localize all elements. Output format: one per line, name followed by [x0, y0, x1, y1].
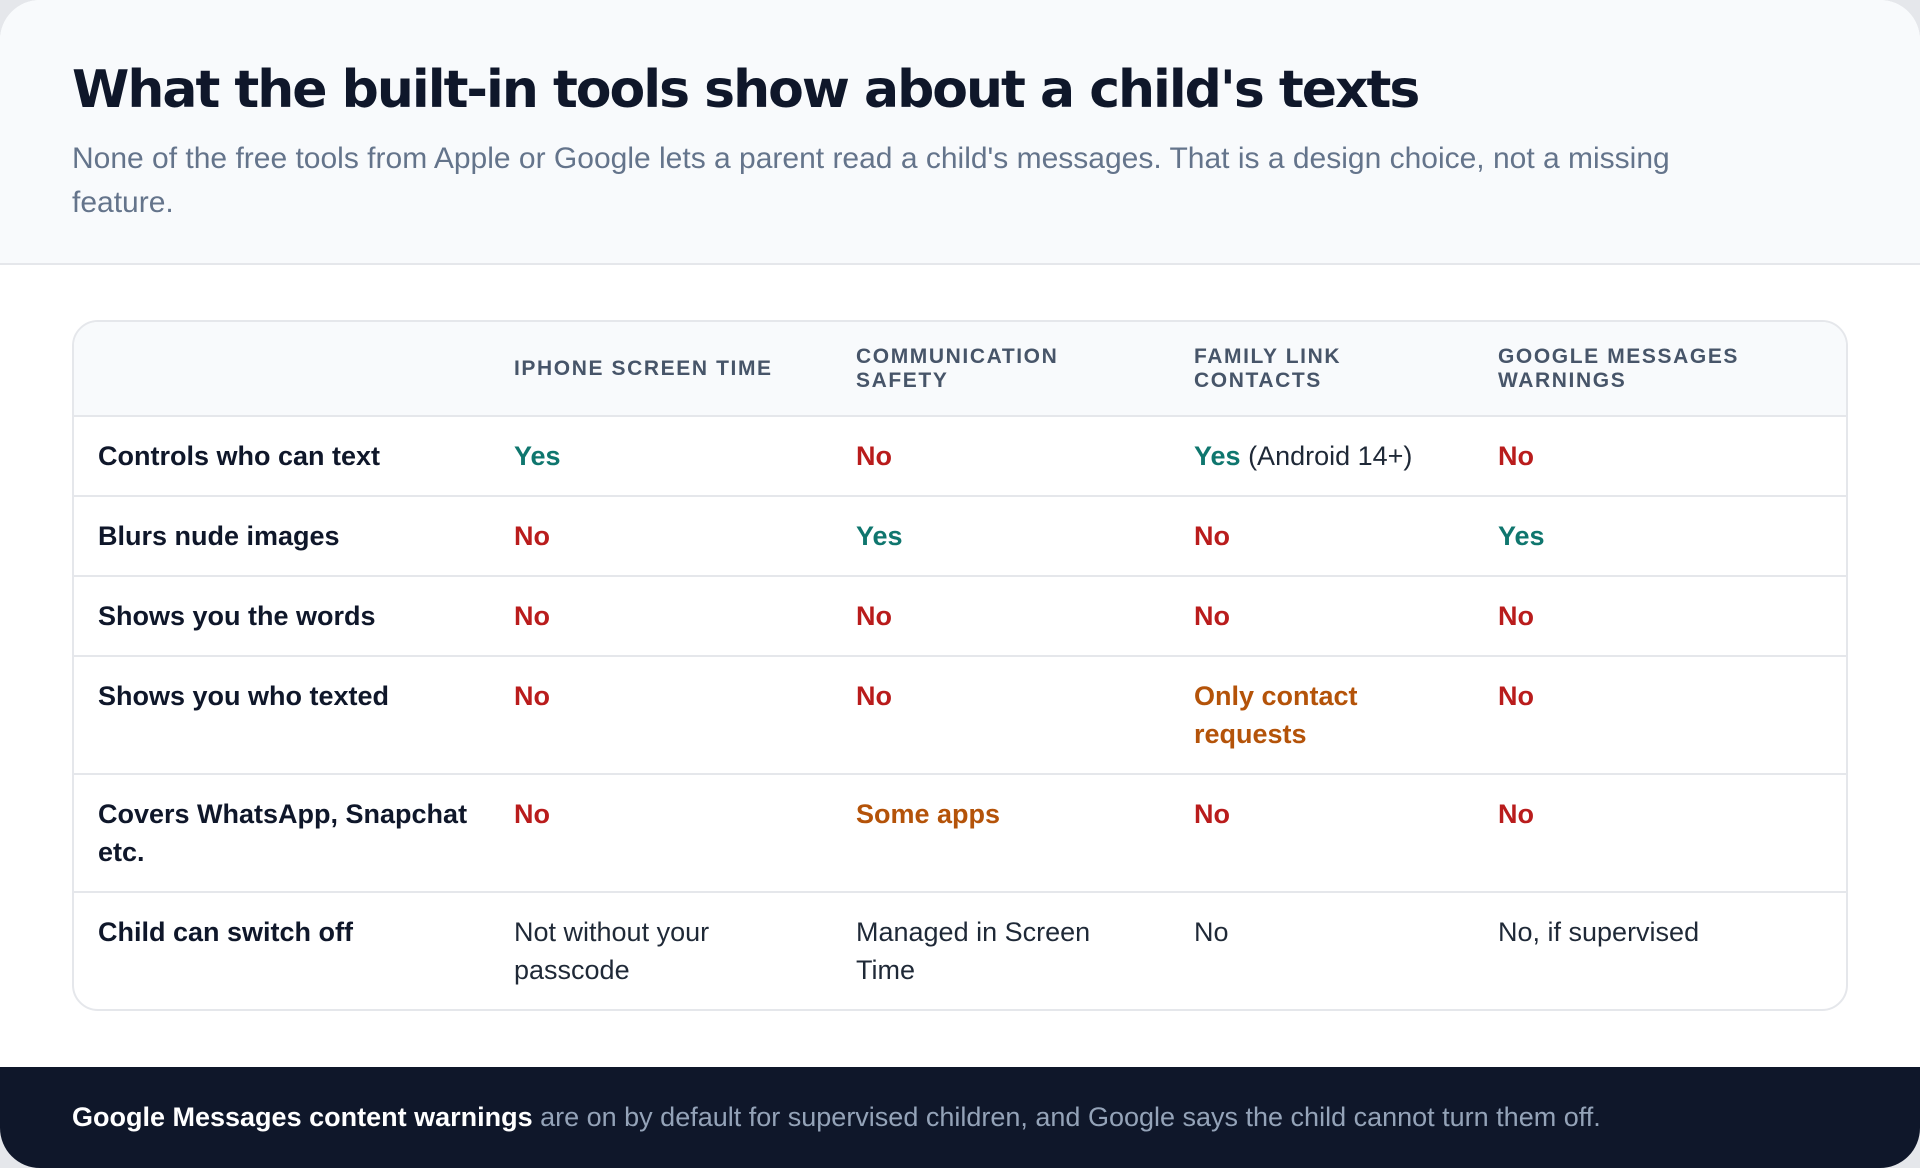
page-subtitle: None of the free tools from Apple or Goo… [72, 142, 1670, 219]
cell-value-plain: No [1194, 917, 1229, 947]
cell-value-plain: Managed in Screen Time [856, 917, 1091, 985]
table-cell: No [1170, 496, 1474, 577]
table-row: Blurs nude images No Yes No Yes [74, 496, 1846, 577]
table-cell: No [1474, 576, 1846, 657]
row-label: Shows you the words [74, 576, 490, 657]
column-header-empty [74, 322, 490, 417]
row-label: Shows you who texted [74, 656, 490, 775]
cell-value-yes: Yes [1194, 441, 1241, 471]
cell-value-no: No [1194, 521, 1230, 551]
cell-value-no: No [514, 681, 550, 711]
table-cell: No [832, 576, 1170, 657]
table-cell: Yes [1474, 496, 1846, 577]
cell-value-no: No [1498, 441, 1534, 471]
cell-value-yes: Yes [1498, 521, 1545, 551]
table-cell: No [832, 656, 1170, 775]
cell-value-plain: Not without your passcode [514, 917, 710, 985]
card-header: What the built-in tools show about a chi… [0, 0, 1920, 265]
table-cell: Yes [832, 496, 1170, 577]
table-cell: Only contact requests [1170, 656, 1474, 775]
footer-note-emphasis: Google Messages content warnings [72, 1102, 533, 1132]
page-title: What the built-in tools show about a chi… [72, 60, 1420, 120]
table-row: Controls who can text Yes No Yes (Android 1… [74, 416, 1846, 497]
table-cell: No [490, 496, 832, 577]
cell-value-partial: Only contact requests [1194, 681, 1358, 749]
table-cell: Yes (Android 14+) [1170, 416, 1474, 497]
table-cell: Managed in Screen Time [832, 892, 1170, 1009]
cell-value-no: No [1194, 799, 1230, 829]
cell-value-no: No [514, 799, 550, 829]
cell-value-no: No [514, 521, 550, 551]
table-row: Child can switch off Not without your pas… [74, 892, 1846, 1009]
row-label: Controls who can text [74, 416, 490, 497]
cell-value-yes: Yes [856, 521, 903, 551]
table-row: Shows you who texted No No Only contact req… [74, 656, 1846, 775]
column-header-google-messages-warnings: Google Messages warnings [1474, 322, 1846, 417]
table-row: Shows you the words No No No No [74, 576, 1846, 657]
cell-note: (Android 14+) [1240, 441, 1413, 471]
column-header-communication-safety: Communication Safety [832, 322, 1170, 417]
cell-value-no: No [856, 681, 892, 711]
cell-value-plain: No, if supervised [1498, 917, 1700, 947]
cell-value-no: No [1194, 601, 1230, 631]
table-cell: No, if supervised [1474, 892, 1846, 1009]
table-cell: No [832, 416, 1170, 497]
table-cell: No [490, 774, 832, 893]
cell-value-yes: Yes [514, 441, 561, 471]
table-cell: No [1474, 416, 1846, 497]
table-cell: Yes [490, 416, 832, 497]
cell-value-no: No [856, 441, 892, 471]
cell-value-no: No [1498, 681, 1534, 711]
table-cell: No [1474, 774, 1846, 893]
cell-value-no: No [856, 601, 892, 631]
table-cell: No [490, 656, 832, 775]
table-body: Controls who can text Yes No Yes (Android 1… [74, 416, 1846, 1009]
cell-value-partial: Some apps [856, 799, 1001, 829]
column-header-family-link-contacts: Family Link contacts [1170, 322, 1474, 417]
row-label: Covers WhatsApp, Snapchat etc. [74, 774, 490, 893]
table-header-row: iPhone Screen Time Communication Safety … [74, 322, 1846, 417]
cell-value-no: No [1498, 601, 1534, 631]
cell-value-no: No [1498, 799, 1534, 829]
table-row: Covers WhatsApp, Snapchat etc. No Some app… [74, 774, 1846, 893]
table-cell: Not without your passcode [490, 892, 832, 1009]
table-cell: Some apps [832, 774, 1170, 893]
footer-note: Google Messages content warnings are on … [0, 1067, 1920, 1168]
table-cell: No [1170, 576, 1474, 657]
column-header-iphone-screen-time: iPhone Screen Time [490, 322, 832, 417]
row-label: Blurs nude images [74, 496, 490, 577]
comparison-table: iPhone Screen Time Communication Safety … [74, 322, 1846, 1009]
table-cell: No [1170, 892, 1474, 1009]
table-header: iPhone Screen Time Communication Safety … [74, 322, 1846, 417]
table-cell: No [1474, 656, 1846, 775]
table-cell: No [1170, 774, 1474, 893]
table-cell: No [490, 576, 832, 657]
comparison-table-wrapper: iPhone Screen Time Communication Safety … [72, 320, 1848, 1011]
cell-value-no: No [514, 601, 550, 631]
footer-note-text: are on by default for supervised childre… [532, 1102, 1601, 1132]
row-label: Child can switch off [98, 917, 354, 947]
